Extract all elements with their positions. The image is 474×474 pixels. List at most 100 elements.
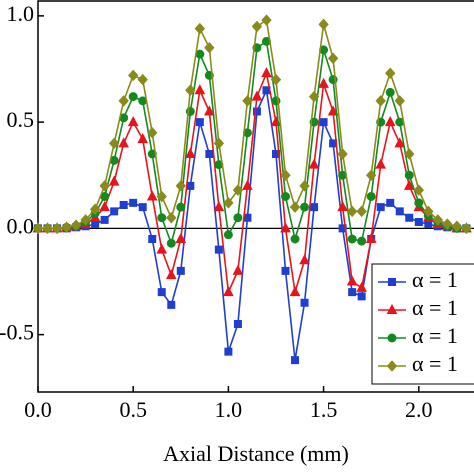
marker xyxy=(289,286,301,297)
marker xyxy=(148,235,157,243)
marker xyxy=(138,203,147,212)
marker xyxy=(80,214,91,226)
marker xyxy=(204,105,215,116)
marker xyxy=(108,175,120,186)
marker xyxy=(300,202,310,212)
marker xyxy=(414,218,423,226)
marker xyxy=(118,95,129,107)
marker xyxy=(223,286,234,297)
marker xyxy=(147,127,158,139)
marker xyxy=(51,222,63,235)
y-tick-label: 1.0 xyxy=(7,1,35,26)
marker xyxy=(403,179,415,190)
marker xyxy=(89,203,101,215)
marker xyxy=(165,269,177,280)
marker xyxy=(366,169,377,181)
marker xyxy=(128,92,138,102)
marker xyxy=(461,222,472,235)
marker xyxy=(394,137,406,148)
marker xyxy=(299,180,310,192)
marker xyxy=(281,192,291,201)
marker xyxy=(223,230,233,240)
marker xyxy=(233,320,242,328)
marker xyxy=(251,20,263,33)
marker xyxy=(166,238,176,248)
marker xyxy=(327,105,339,116)
marker xyxy=(387,333,397,343)
legend-label: α = 1 xyxy=(412,323,458,348)
marker xyxy=(405,213,414,222)
marker xyxy=(348,288,357,297)
series-line xyxy=(38,19,467,230)
marker xyxy=(300,298,309,307)
marker xyxy=(337,148,348,160)
marker xyxy=(413,184,424,196)
marker xyxy=(110,207,119,216)
marker xyxy=(365,232,377,243)
x-tick-label: 1.0 xyxy=(215,397,243,422)
marker xyxy=(156,243,168,254)
marker xyxy=(356,205,367,218)
marker xyxy=(157,213,167,223)
marker xyxy=(147,149,157,159)
marker xyxy=(327,52,339,65)
marker xyxy=(42,222,53,235)
marker xyxy=(232,264,244,275)
marker xyxy=(184,147,196,158)
marker xyxy=(70,219,82,231)
marker xyxy=(194,22,206,35)
marker xyxy=(346,205,358,218)
marker xyxy=(346,275,358,286)
marker xyxy=(280,169,291,181)
y-tick-label: 0.5 xyxy=(7,107,35,132)
marker xyxy=(214,245,223,254)
marker xyxy=(242,95,253,107)
marker xyxy=(318,77,329,88)
marker xyxy=(385,87,395,97)
marker xyxy=(205,150,214,158)
marker xyxy=(404,148,415,160)
marker xyxy=(233,213,243,223)
marker xyxy=(146,190,158,201)
marker xyxy=(129,198,138,207)
marker xyxy=(213,201,225,212)
marker xyxy=(432,214,443,226)
marker xyxy=(395,207,404,216)
legend: α = 1 α = 1 α = 1 α = 1 xyxy=(371,263,474,385)
marker xyxy=(194,84,206,95)
marker xyxy=(61,221,72,234)
series-line xyxy=(38,40,467,245)
marker xyxy=(319,118,328,127)
marker xyxy=(99,180,110,192)
marker xyxy=(261,67,272,78)
marker xyxy=(99,201,110,212)
series-line xyxy=(38,72,467,293)
marker xyxy=(167,300,176,309)
marker xyxy=(175,180,186,192)
marker xyxy=(376,203,385,212)
marker xyxy=(157,288,166,297)
y-tick-label: 0.0 xyxy=(7,213,35,238)
marker xyxy=(176,266,185,275)
marker xyxy=(243,213,252,222)
marker xyxy=(224,347,233,356)
marker xyxy=(423,205,434,218)
marker xyxy=(289,201,301,213)
marker xyxy=(251,90,263,101)
marker xyxy=(310,203,319,212)
marker xyxy=(337,201,348,212)
marker xyxy=(108,137,120,150)
marker xyxy=(270,73,282,86)
y-tick-label: -0.5 xyxy=(0,320,34,345)
marker xyxy=(175,232,187,243)
marker xyxy=(386,198,395,207)
marker xyxy=(384,116,396,127)
marker xyxy=(118,137,130,148)
x-tick-label: 0.5 xyxy=(119,397,147,422)
marker xyxy=(156,190,167,203)
marker xyxy=(261,14,272,26)
marker xyxy=(308,90,320,103)
marker xyxy=(137,73,148,86)
marker xyxy=(128,69,139,82)
marker xyxy=(375,95,386,107)
